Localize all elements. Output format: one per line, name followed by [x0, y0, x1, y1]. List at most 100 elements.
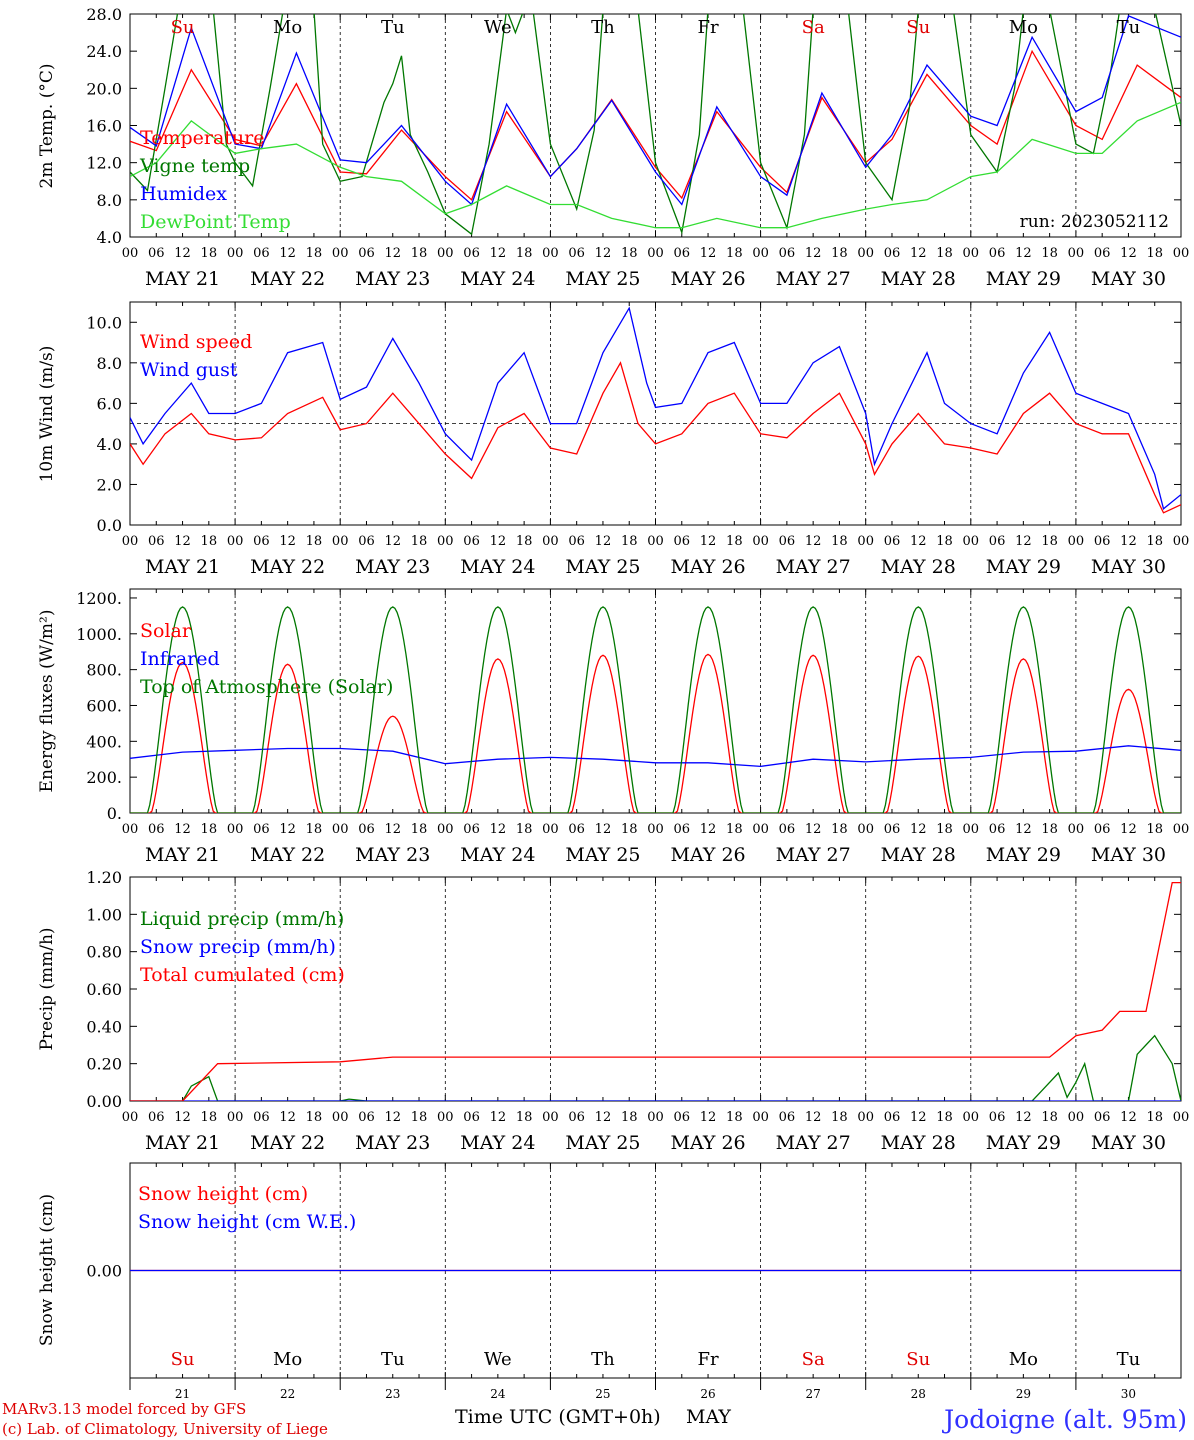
x-hour-label: 00 [963, 1110, 980, 1125]
x-hour-label: 18 [831, 534, 848, 549]
x-hour-label: 12 [700, 1110, 717, 1125]
weekday-label: Su [906, 17, 930, 38]
y-tick-label: 10.0 [86, 313, 122, 332]
x-hour-label: 18 [306, 822, 323, 837]
day-number-label: 25 [595, 1387, 610, 1401]
panel-frame-energy [129, 588, 1182, 814]
x-hour-label: 06 [253, 822, 270, 837]
y-tick-label: 0.80 [86, 943, 122, 962]
x-hour-label: 06 [568, 534, 585, 549]
x-date-label: MAY 23 [355, 556, 430, 578]
x-hour-label: 18 [201, 822, 218, 837]
x-hour-label: 06 [568, 246, 585, 261]
x-hour-label: 00 [542, 822, 559, 837]
x-hour-label: 18 [1146, 246, 1163, 261]
weekday-label: Su [171, 17, 195, 38]
x-hour-label: 12 [384, 246, 401, 261]
x-hour-label: 06 [148, 822, 165, 837]
legend-entry: Vigne temp [139, 155, 250, 177]
x-hour-label: 12 [490, 1110, 507, 1125]
x-hour-label: 00 [752, 246, 769, 261]
x-hour-label: 00 [857, 534, 874, 549]
weekday-label: Tu [381, 17, 405, 38]
x-date-label: MAY 28 [881, 268, 956, 290]
x-hour-label: 00 [1068, 534, 1085, 549]
y-tick-label: 4.0 [97, 228, 122, 247]
series-line-solar [130, 653, 1181, 813]
y-tick-label: 0. [107, 804, 122, 823]
x-hour-label: 12 [1120, 822, 1137, 837]
y-axis-label: 2m Temp. (°C) [37, 63, 57, 188]
weekday-label: Fr [698, 1349, 719, 1370]
x-hour-label: 00 [1173, 822, 1190, 837]
x-hour-label: 00 [963, 534, 980, 549]
x-hour-label: 18 [201, 1110, 218, 1125]
y-tick-label: 0.00 [86, 1092, 122, 1111]
day-number-label: 27 [806, 1387, 821, 1401]
y-tick-label: 24.0 [86, 42, 122, 61]
legend-entry: Top of Atmosphere (Solar) [140, 676, 393, 698]
x-hour-label: 00 [227, 822, 244, 837]
x-date-label: MAY 26 [670, 556, 745, 578]
x-hour-label: 18 [306, 534, 323, 549]
x-hour-label: 00 [332, 246, 349, 261]
x-hour-label: 00 [752, 822, 769, 837]
weekday-label: Fr [698, 17, 719, 38]
x-hour-label: 18 [621, 1110, 638, 1125]
x-hour-label: 00 [542, 1110, 559, 1125]
y-axis-label: Snow height (cm) [37, 1194, 57, 1346]
x-date-label: MAY 21 [145, 1132, 220, 1154]
x-hour-label: 18 [726, 822, 743, 837]
x-hour-label: 00 [1068, 822, 1085, 837]
x-hour-label: 06 [779, 534, 796, 549]
x-hour-label: 06 [1094, 246, 1111, 261]
x-hour-label: 00 [437, 1110, 454, 1125]
day-number-label: 29 [1016, 1387, 1031, 1401]
x-hour-label: 18 [621, 822, 638, 837]
y-tick-label: 2.0 [97, 475, 122, 494]
x-hour-label: 00 [647, 822, 664, 837]
x-date-label: MAY 24 [460, 844, 535, 866]
x-hour-label: 00 [1068, 1110, 1085, 1125]
x-hour-label: 06 [779, 1110, 796, 1125]
legend-entry: Wind gust [140, 359, 238, 381]
x-date-label: MAY 24 [460, 556, 535, 578]
x-hour-label: 00 [122, 1110, 139, 1125]
x-hour-label: 12 [1120, 534, 1137, 549]
x-date-label: MAY 26 [670, 1132, 745, 1154]
legend-entry: Infrared [140, 648, 220, 670]
x-hour-label: 12 [910, 534, 927, 549]
x-hour-label: 12 [174, 822, 191, 837]
x-hour-label: 00 [963, 822, 980, 837]
x-hour-label: 18 [1041, 534, 1058, 549]
x-hour-label: 12 [805, 246, 822, 261]
y-tick-label: 12.0 [86, 154, 122, 173]
x-hour-label: 18 [936, 822, 953, 837]
y-tick-label: 1000. [76, 625, 122, 644]
y-tick-label: 800. [86, 661, 122, 680]
x-hour-label: 06 [253, 246, 270, 261]
x-date-label: MAY 22 [250, 556, 325, 578]
x-hour-label: 18 [201, 534, 218, 549]
y-tick-label: 200. [86, 768, 122, 787]
x-hour-label: 00 [857, 246, 874, 261]
x-axis-label: Time UTC (GMT+0h) [455, 1406, 661, 1428]
x-hour-label: 06 [674, 534, 691, 549]
series-line-temperature [130, 49, 1181, 201]
x-date-label: MAY 29 [986, 844, 1061, 866]
x-hour-label: 06 [253, 534, 270, 549]
x-date-label: MAY 21 [145, 268, 220, 290]
x-date-label: MAY 27 [776, 556, 851, 578]
x-hour-label: 00 [437, 534, 454, 549]
x-hour-label: 06 [358, 246, 375, 261]
weekday-label: Mo [273, 1349, 302, 1370]
x-hour-label: 06 [463, 1110, 480, 1125]
x-hour-label: 18 [411, 246, 428, 261]
x-hour-label: 06 [989, 246, 1006, 261]
x-hour-label: 06 [674, 246, 691, 261]
x-hour-label: 12 [279, 1110, 296, 1125]
x-hour-label: 00 [1173, 534, 1190, 549]
x-hour-label: 18 [1041, 1110, 1058, 1125]
x-hour-label: 00 [122, 246, 139, 261]
x-hour-label: 06 [779, 246, 796, 261]
